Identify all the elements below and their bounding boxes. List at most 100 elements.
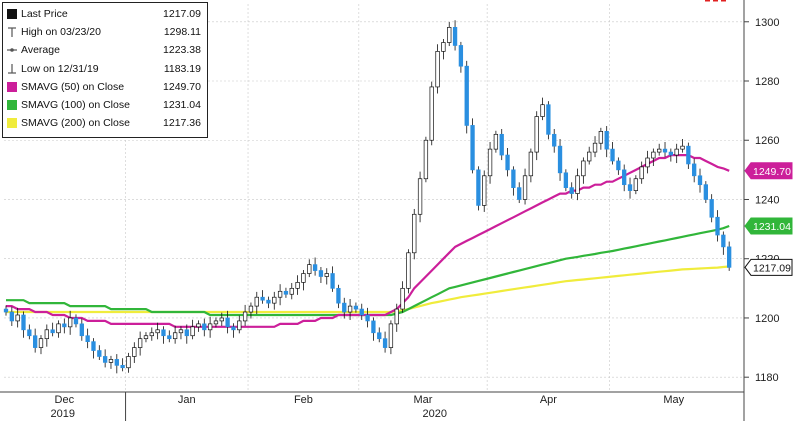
legend-item: SMAVG (100) on Close 1231.04: [7, 98, 203, 112]
legend-value: 1183.19: [163, 62, 201, 75]
candle-down: [563, 172, 569, 188]
candle-up: [56, 323, 61, 334]
candle-down: [715, 216, 720, 236]
legend-value: 1298.11: [163, 26, 201, 39]
candle-up: [400, 287, 405, 310]
candle-up: [406, 252, 411, 289]
price-tags: 1249.70 1231.04 1217.09: [744, 162, 793, 276]
candle-down: [452, 27, 458, 46]
candle-down: [476, 169, 481, 206]
candle-down: [721, 234, 726, 248]
x-month-label: Mar: [414, 394, 433, 406]
candle-up: [522, 175, 528, 200]
moving-averages: [6, 154, 730, 328]
legend-label: SMAVG (100) on Close: [21, 99, 130, 111]
legend-item: Last Price 1217.09: [7, 7, 203, 21]
candle-down: [697, 175, 703, 186]
candle-down: [616, 160, 621, 171]
candle-up: [429, 86, 434, 141]
candle-down: [382, 338, 388, 348]
candle-down: [33, 335, 38, 348]
x-month-label: Feb: [294, 394, 313, 406]
candle-down: [97, 350, 102, 357]
legend-value: 1231.04: [163, 99, 201, 111]
candle-up: [254, 296, 259, 307]
legend-label: High on 03/23/20: [21, 26, 101, 39]
candle-down: [505, 154, 510, 171]
candle-up: [482, 175, 487, 206]
candle-up: [248, 305, 254, 313]
candle-down: [260, 296, 265, 301]
candle-down: [709, 199, 714, 218]
candle-down: [62, 323, 67, 328]
candle-down: [353, 305, 359, 310]
legend-item: Average 1223.38: [7, 43, 203, 57]
candle-down: [499, 133, 504, 156]
legend-swatch: [7, 81, 17, 92]
candle-up: [487, 148, 493, 177]
candle-up: [435, 51, 440, 88]
price-tag-box: [744, 162, 793, 180]
candle-up: [324, 273, 329, 277]
candle-up: [645, 157, 650, 168]
candle-down: [336, 287, 341, 304]
candle-up: [132, 347, 137, 357]
axes: 1180120012201240126012801300DecJanFebMar…: [0, 0, 779, 421]
sma-100-line: [6, 224, 730, 317]
candle-up: [289, 287, 294, 295]
price-tag-label: 1249.70: [753, 166, 791, 178]
candle-down: [318, 270, 324, 277]
candle-up: [190, 326, 195, 337]
candle-down: [365, 314, 370, 322]
candle-down: [546, 104, 551, 135]
price-tag-label: 1217.09: [753, 262, 791, 274]
candle-up: [598, 131, 604, 144]
candle-up: [639, 166, 644, 180]
x-year-label: 2019: [51, 408, 75, 420]
candle-up: [575, 175, 580, 194]
candle-up: [657, 148, 662, 153]
candle-down: [85, 335, 90, 342]
x-year-label: 2020: [423, 408, 447, 420]
candle-down: [161, 329, 166, 337]
candle-down: [231, 326, 236, 331]
candle-up: [388, 323, 394, 348]
average-marker-icon: [7, 45, 17, 55]
candle-down: [202, 323, 207, 331]
candle-up: [301, 273, 306, 283]
candle-down: [283, 290, 289, 295]
candle-down: [371, 320, 376, 334]
legend-label: SMAVG (200) on Close: [21, 117, 130, 130]
legend-value: 1249.70: [163, 80, 201, 93]
legend-label: Low on 12/31/19: [21, 62, 99, 75]
candle-down: [120, 364, 125, 369]
legend-label: Last Price: [21, 8, 68, 20]
candle-up: [680, 145, 685, 150]
candle-down: [21, 314, 26, 331]
candle-up: [44, 329, 49, 340]
candle-down: [330, 273, 335, 289]
candle-down: [727, 246, 732, 268]
candle-up: [155, 329, 160, 334]
price-tag-box: [744, 217, 793, 235]
candle-up: [528, 151, 534, 177]
candle-down: [91, 341, 96, 351]
candle-down: [73, 317, 79, 325]
candle-down: [225, 317, 230, 328]
candle-down: [266, 299, 271, 304]
candle-down: [50, 329, 55, 334]
candle-up: [196, 323, 201, 328]
candle-down: [458, 45, 464, 67]
candle-up: [581, 160, 586, 177]
candle-down: [102, 356, 108, 363]
x-month-label: May: [663, 394, 684, 406]
candle-up: [15, 314, 20, 322]
candle-up: [412, 213, 417, 254]
candle-up: [441, 42, 446, 52]
candle-down: [552, 133, 557, 147]
candle-up: [295, 282, 300, 289]
candle-down: [184, 329, 189, 337]
candle-up: [534, 116, 539, 153]
candle-up: [651, 151, 656, 159]
